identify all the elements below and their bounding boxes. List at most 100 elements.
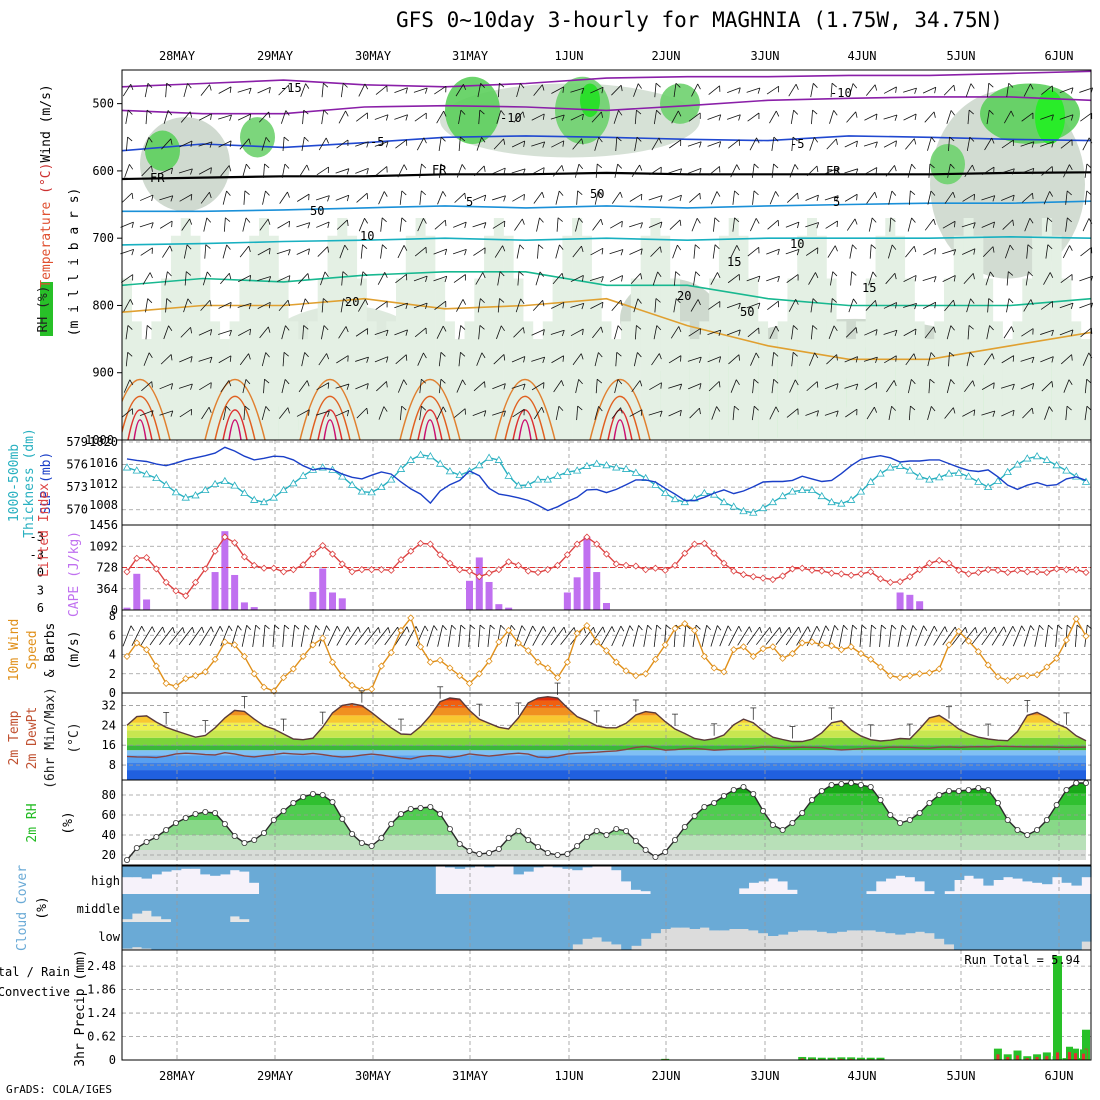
wind-barb <box>281 379 290 394</box>
wind-barb-shaft <box>670 326 680 339</box>
wind-barb-shaft <box>374 114 389 120</box>
wind-barb <box>296 409 310 417</box>
wind-barb-flag <box>695 271 701 277</box>
thickness-line-point <box>279 485 288 494</box>
top-date-label-2: 30MAY <box>355 49 392 63</box>
cloud-cell-middle <box>327 894 338 922</box>
rh-column-light <box>601 321 612 440</box>
cloud-cell-high <box>689 866 701 894</box>
wind-barb-shaft <box>417 218 424 232</box>
wind-barb-flag <box>385 141 389 148</box>
wind-barb-shaft <box>180 111 191 123</box>
wind-barb-flag <box>617 379 623 385</box>
wind-barb <box>120 221 134 229</box>
thickness-line-point <box>171 488 181 496</box>
rh-line-point <box>388 821 395 828</box>
surface-wind-barb <box>478 624 485 647</box>
cloud-cell-high <box>229 866 241 871</box>
cape-bar <box>573 577 581 610</box>
wind-barb-flag <box>773 378 779 384</box>
wind-barb <box>1000 383 1015 390</box>
precip-convective-bar-peak <box>1056 1052 1059 1060</box>
wind-barb <box>615 136 622 152</box>
cloud-cell-middle <box>356 894 368 922</box>
thickness-line-point <box>1023 454 1032 462</box>
wind-barb-flag <box>659 410 663 417</box>
wind-speed-line-point <box>260 683 268 691</box>
rh-line-point <box>994 800 1001 807</box>
lifted-index-line-point <box>563 551 571 559</box>
wind-barb-shaft <box>198 113 212 121</box>
wind-barb-flag <box>697 299 701 306</box>
precip-total-bar <box>847 1057 856 1060</box>
cloud-cell-high <box>807 866 818 894</box>
wind-barb-flag <box>440 352 446 357</box>
wind-barb <box>516 244 525 259</box>
wind-barb-shaft <box>1020 141 1035 147</box>
wind-barb-flag <box>714 244 720 250</box>
wind-barb-shaft <box>590 86 604 94</box>
wind-speed-line-point <box>1043 663 1051 671</box>
wind-barb <box>984 137 995 151</box>
surface-wind-barb <box>178 627 195 645</box>
wind-barb-flag <box>639 380 643 387</box>
temp-axis-label-1: 2m Temp <box>7 710 22 765</box>
wind-barb <box>924 111 936 123</box>
wind-barb-flag <box>679 383 683 390</box>
wind-barb-flag <box>558 190 564 196</box>
wind-barb-shaft <box>903 87 917 93</box>
wind-barb-flag <box>659 246 662 253</box>
wind-barb-flag <box>913 246 917 253</box>
thickness-line-point <box>338 472 347 480</box>
cloud-cell-high <box>728 866 740 894</box>
rh-column-light <box>895 235 906 440</box>
cloud-cell-middle <box>914 894 926 922</box>
thickness-line-point <box>250 495 259 503</box>
lifted-index-line-point <box>328 550 337 558</box>
rh-line-point <box>241 840 248 847</box>
wind-barb-flag <box>910 190 916 196</box>
surface-wind-barb-shaft <box>888 625 893 647</box>
temp-bands <box>127 696 1086 780</box>
wind-barb <box>257 247 271 256</box>
wind-barb-flag <box>930 190 936 196</box>
wind-barb-shaft <box>179 140 193 148</box>
wind-barb <box>595 378 603 394</box>
slp-tick-label-0: 1008 <box>89 498 118 512</box>
wind-barb <box>259 218 271 231</box>
wind-barb <box>296 222 311 229</box>
wind-barb-shaft <box>257 247 271 256</box>
lifted-index-line-point <box>974 568 982 577</box>
top-date-label-9: 6JUN <box>1045 49 1074 63</box>
wind-barb-shaft <box>179 193 192 202</box>
wind-barb-flag <box>660 382 662 389</box>
wind-barb-shaft <box>884 355 897 364</box>
surface-wind-barb-flag <box>816 625 821 632</box>
wind-barb-shaft <box>419 190 422 205</box>
wind-barb-flag <box>421 163 427 169</box>
cloud-cell-high <box>356 866 368 894</box>
wind-barb-shaft <box>317 246 328 257</box>
surface-wind-barb-shaft <box>590 626 604 646</box>
wind-barb-flag <box>577 405 583 411</box>
wind-barb-flag <box>305 83 310 89</box>
wind-barb-shaft <box>496 110 502 124</box>
wind-barb-flag <box>522 327 525 334</box>
lifted-index-line-point <box>554 561 562 569</box>
thickness-line-point <box>739 506 748 515</box>
wind-barb <box>751 405 759 421</box>
wind-barb-shaft <box>458 136 461 152</box>
wind-barb-shaft <box>806 381 818 392</box>
surface-wind-barb <box>415 625 429 647</box>
wind-barb-shaft <box>946 110 952 124</box>
surface-wind-barb-flag <box>912 625 917 631</box>
wind-barb-shaft <box>395 354 407 365</box>
wind-barb <box>707 356 722 363</box>
cape-bar <box>563 592 571 610</box>
cloud-cell-middle <box>249 894 260 922</box>
surface-wind-barb-shaft <box>300 625 306 647</box>
wind-barb-shaft <box>239 353 249 366</box>
wind-barb-shaft <box>1043 191 1050 205</box>
rh-column-light <box>855 321 866 440</box>
